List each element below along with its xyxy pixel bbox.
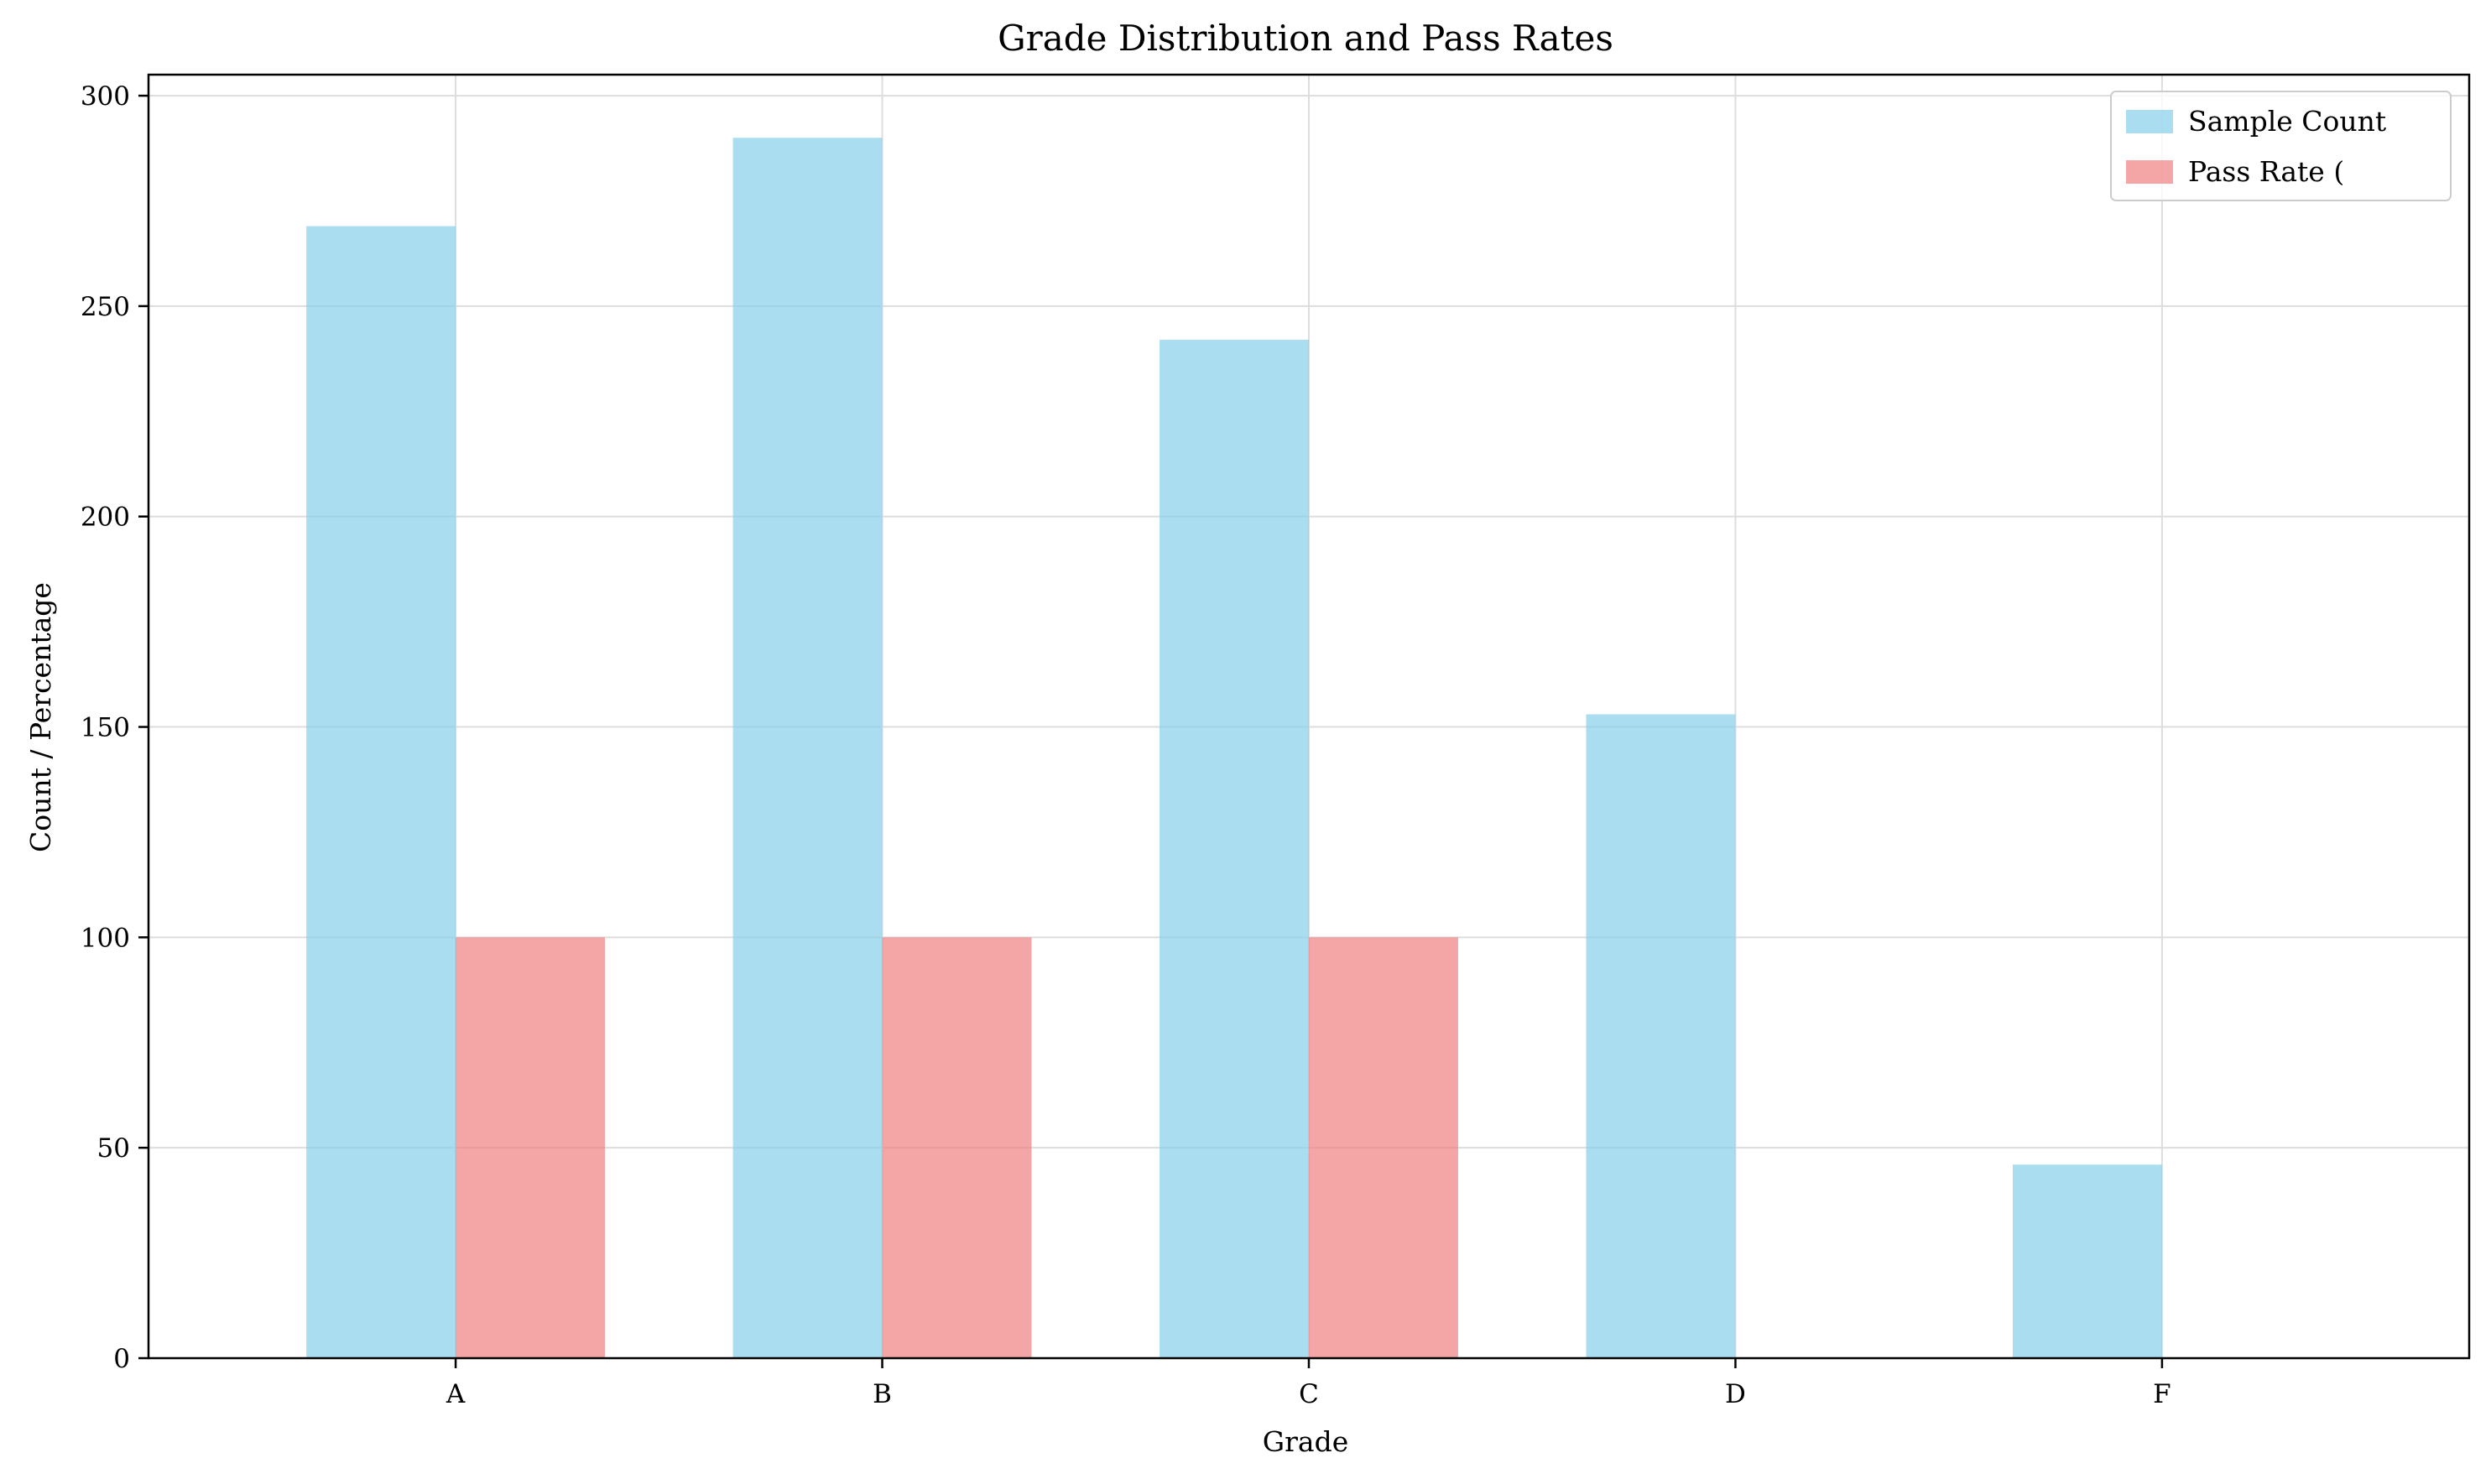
y-tick-label: 250 xyxy=(81,292,130,322)
bar-sample-count-f xyxy=(2012,1164,2162,1358)
legend-box xyxy=(2110,91,2452,201)
bar-sample-count-a xyxy=(306,226,456,1359)
y-tick-label: 200 xyxy=(81,502,130,533)
bar-sample-count-b xyxy=(732,138,883,1359)
legend-label: Sample Count xyxy=(2188,105,2386,138)
bar-pass-rate-c xyxy=(1309,937,1458,1358)
x-tick-label: A xyxy=(446,1379,466,1409)
x-tick-label: C xyxy=(1299,1379,1319,1409)
x-tick-label: D xyxy=(1725,1379,1746,1409)
y-axis-label: Count / Percentage xyxy=(24,582,57,852)
legend: Sample Count Pass Rate ( xyxy=(2110,91,2452,201)
x-tick-label: F xyxy=(2153,1379,2171,1409)
bars xyxy=(306,138,2162,1359)
tick-labels: 0 50 100 150 200 250 300 A B C D F xyxy=(81,81,2171,1409)
y-tick-label: 50 xyxy=(97,1133,130,1164)
x-tick-label: B xyxy=(873,1379,892,1409)
x-axis-label: Grade xyxy=(1263,1425,1348,1458)
y-tick-label: 150 xyxy=(81,713,130,743)
chart-title: Grade Distribution and Pass Rates xyxy=(998,18,1613,59)
legend-swatch xyxy=(2126,110,2173,133)
bar-sample-count-d xyxy=(1586,714,1736,1358)
bar-pass-rate-b xyxy=(882,937,1032,1358)
y-tick-label: 300 xyxy=(81,81,130,112)
y-tick-label: 100 xyxy=(81,923,130,953)
y-tick-label: 0 xyxy=(113,1344,130,1374)
bar-pass-rate-a xyxy=(456,937,606,1358)
legend-label: Pass Rate ( xyxy=(2188,155,2344,188)
legend-swatch xyxy=(2126,160,2173,184)
bar-sample-count-c xyxy=(1160,340,1309,1359)
